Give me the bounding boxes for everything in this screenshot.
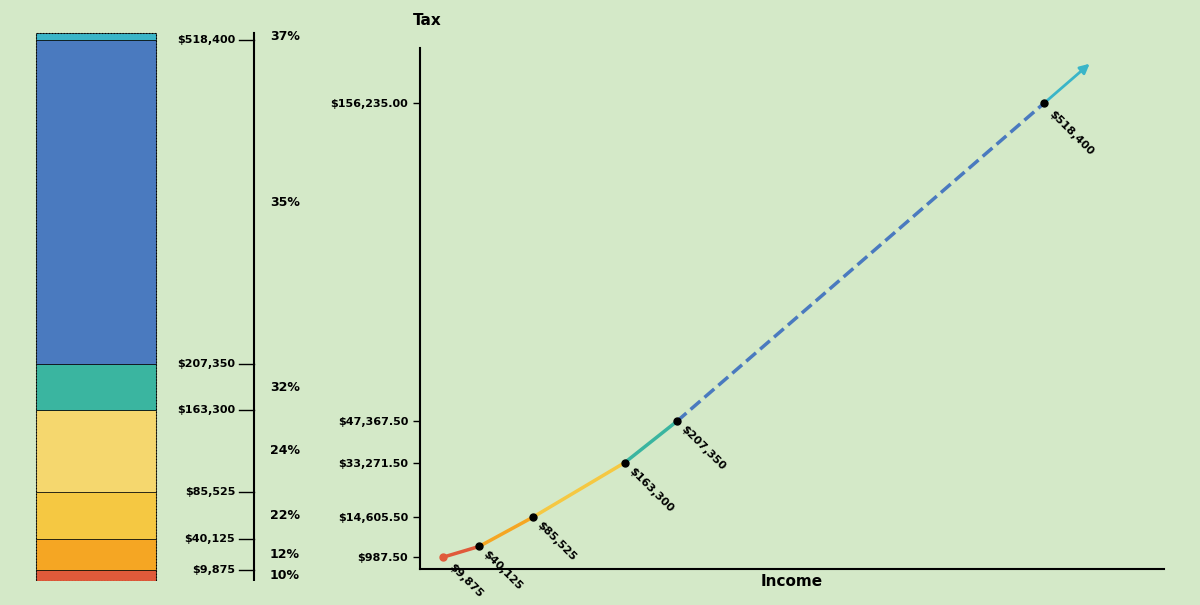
Text: $9,875: $9,875 [448, 561, 485, 599]
Text: 22%: 22% [270, 509, 300, 522]
Text: 32%: 32% [270, 381, 300, 394]
Bar [36, 364, 156, 410]
Text: $207,350: $207,350 [178, 359, 235, 370]
Text: $518,400: $518,400 [1048, 109, 1096, 157]
Bar [36, 539, 156, 571]
Text: $207,350: $207,350 [679, 424, 727, 473]
Text: Tax: Tax [413, 13, 442, 28]
Text: $518,400: $518,400 [176, 35, 235, 45]
Bar [36, 410, 156, 491]
Text: 37%: 37% [270, 30, 300, 43]
Text: $85,525: $85,525 [535, 520, 578, 563]
Bar [36, 571, 156, 581]
Text: $85,525: $85,525 [185, 486, 235, 497]
X-axis label: Income: Income [761, 574, 823, 589]
Text: 24%: 24% [270, 445, 300, 457]
Text: $9,875: $9,875 [192, 566, 235, 575]
Text: $163,300: $163,300 [628, 466, 676, 514]
Text: $40,125: $40,125 [185, 534, 235, 544]
Text: $40,125: $40,125 [481, 549, 524, 592]
Text: 12%: 12% [270, 548, 300, 561]
Text: 10%: 10% [270, 569, 300, 582]
Text: 35%: 35% [270, 195, 300, 209]
Bar [36, 491, 156, 539]
Bar [36, 40, 156, 364]
Text: $163,300: $163,300 [178, 405, 235, 416]
Bar [36, 33, 156, 40]
